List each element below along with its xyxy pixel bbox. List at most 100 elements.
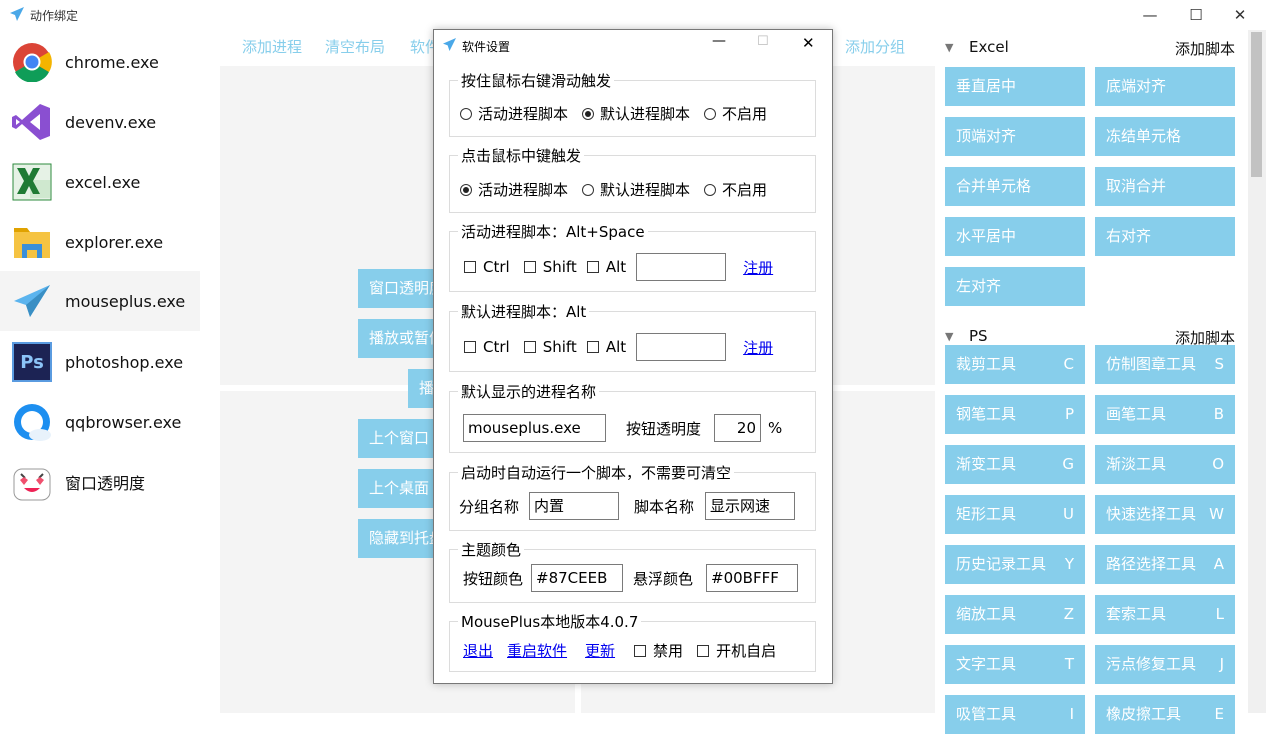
app-label: photoshop.exe [65,352,184,372]
paper-plane-icon [10,7,24,21]
radio-active[interactable] [460,183,472,196]
paper-plane-icon [12,281,52,321]
app-item-explorer[interactable]: explorer.exe [0,212,200,272]
script-button[interactable]: 渐淡工具 O [1095,445,1235,484]
ctrl-checkbox[interactable] [464,341,476,353]
radio-default[interactable] [582,183,595,196]
script-button[interactable]: 裁剪工具 C [945,345,1085,384]
scrollbar[interactable] [1248,30,1266,713]
add-group-link[interactable]: 添加分组 [845,38,906,56]
group-header[interactable]: ▼ PS 添加脚本 [945,327,1235,349]
script-label: 顶端对齐 [956,127,1017,145]
script-button[interactable]: 污点修复工具 J [1095,645,1235,684]
alt-checkbox[interactable] [586,261,599,273]
register-link[interactable]: 注册 [743,258,774,277]
group-name-input[interactable]: 内置 [529,492,620,520]
script-button[interactable]: 渐变工具 G [945,445,1085,484]
dialog-minimize-button[interactable]: — [712,33,726,49]
script-button[interactable]: 左对齐 [945,267,1085,306]
shortcut-key: C [1063,355,1074,373]
script-label: 快速选择工具 [1106,505,1197,523]
button-color-input[interactable]: #87CEEB [531,564,624,592]
emoji-tv-icon [12,462,52,502]
autostart-checkbox[interactable] [697,644,710,657]
script-label: 缩放工具 [956,605,1017,623]
app-item-chrome[interactable]: chrome.exe [0,32,200,92]
script-button[interactable]: 历史记录工具 Y [945,545,1085,584]
script-button[interactable]: 水平居中 [945,217,1085,256]
script-button[interactable]: 吸管工具 I [945,695,1085,734]
photoshop-icon: Ps [12,342,52,382]
clear-layout-link[interactable]: 清空布局 [325,38,386,56]
radio-active[interactable] [460,107,472,120]
app-item-mouseplus[interactable]: mouseplus.exe [0,271,200,331]
group-header[interactable]: ▼ Excel 添加脚本 [945,38,1235,60]
app-item-excel[interactable]: excel.exe [0,152,200,212]
update-link[interactable]: 更新 [585,642,616,660]
collapse-triangle-icon[interactable]: ▼ [945,330,954,343]
script-button[interactable]: 快速选择工具 W [1095,495,1235,534]
script-button[interactable]: 冻结单元格 [1095,117,1235,156]
scrollbar-thumb[interactable] [1251,32,1262,177]
shift-checkbox[interactable] [523,261,536,273]
shortcut-key: A [1213,555,1224,573]
opacity-input[interactable]: 20 [714,414,762,442]
shortcut-key: T [1064,655,1074,673]
hover-color-input[interactable]: #00BFFF [706,564,799,592]
radio-disabled[interactable] [704,183,717,196]
script-button[interactable]: 缩放工具 Z [945,595,1085,634]
script-button[interactable]: 文字工具 T [945,645,1085,684]
maximize-button[interactable]: ☐ [1189,6,1203,24]
script-label: 污点修复工具 [1106,655,1197,673]
collapse-triangle-icon[interactable]: ▼ [945,41,954,54]
script-button[interactable]: 顶端对齐 [945,117,1085,156]
script-label: 画笔工具 [1106,405,1167,423]
dialog-title: 软件设置 [462,40,511,54]
ctrl-checkbox[interactable] [464,261,476,273]
app-item-qqbrowser[interactable]: qqbrowser.exe [0,392,200,452]
shortcut-key: E [1214,705,1224,723]
app-label: excel.exe [65,172,141,192]
script-button[interactable]: 垂直居中 [945,67,1085,106]
hotkey-input[interactable] [636,253,727,281]
add-script-link[interactable]: 添加脚本 [1174,329,1235,347]
app-label: devenv.exe [65,112,157,132]
exit-link[interactable]: 退出 [463,642,494,660]
register-link[interactable]: 注册 [743,338,774,357]
script-name-input[interactable]: 显示网速 [705,492,796,520]
script-button[interactable]: 取消合并 [1095,167,1235,206]
script-button[interactable]: 画笔工具 B [1095,395,1235,434]
script-button[interactable]: 矩形工具 U [945,495,1085,534]
app-item-photoshop[interactable]: Ps photoshop.exe [0,332,200,392]
process-name-input[interactable]: mouseplus.exe [463,414,606,442]
dialog-close-button[interactable]: ✕ [802,34,815,52]
alt-checkbox[interactable] [586,341,599,353]
script-button[interactable]: 路径选择工具 A [1095,545,1235,584]
radio-label: 默认进程脚本 [600,105,691,123]
restart-link[interactable]: 重启软件 [507,642,568,660]
script-button[interactable]: 套索工具 L [1095,595,1235,634]
script-button[interactable]: 底端对齐 [1095,67,1235,106]
script-button[interactable]: 合并单元格 [945,167,1085,206]
radio-disabled[interactable] [704,107,717,120]
script-label: 冻结单元格 [1106,127,1182,145]
app-item-devenv[interactable]: devenv.exe [0,92,200,152]
app-item-window-opacity[interactable]: 窗口透明度 [0,452,200,512]
script-button[interactable]: 右对齐 [1095,217,1235,256]
script-button[interactable]: 仿制图章工具 S [1095,345,1235,384]
disable-checkbox[interactable] [634,644,647,657]
group-legend: 主题颜色 [458,539,525,560]
script-button[interactable]: 钢笔工具 P [945,395,1085,434]
chrome-icon [12,42,52,83]
script-label: 右对齐 [1106,227,1152,245]
add-process-link[interactable]: 添加进程 [242,38,303,56]
hotkey-input[interactable] [636,333,727,361]
group-legend: 默认进程脚本：Alt [458,301,590,322]
add-script-link[interactable]: 添加脚本 [1174,40,1235,58]
shift-checkbox[interactable] [523,341,536,353]
radio-default[interactable] [582,107,595,120]
close-button[interactable]: ✕ [1233,6,1247,24]
script-label: 路径选择工具 [1106,555,1197,573]
script-button[interactable]: 橡皮擦工具 E [1095,695,1235,734]
minimize-button[interactable]: — [1142,6,1158,24]
